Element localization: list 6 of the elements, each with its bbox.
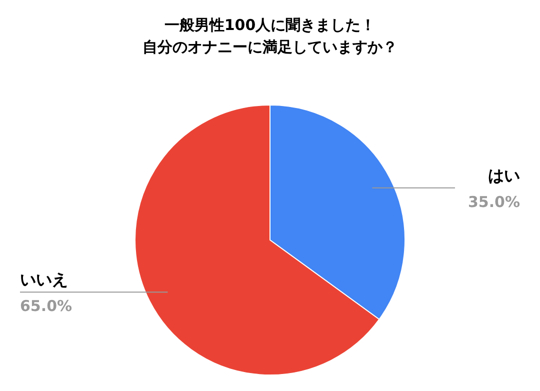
slice-label: いいえ	[20, 270, 68, 290]
slice-label: はい	[488, 166, 520, 185]
data-label: 35.0%	[468, 192, 520, 211]
chart-title: 一般男性100人に聞きました！	[164, 16, 376, 34]
data-label: 65.0%	[20, 297, 72, 316]
chart-subtitle: 自分のオナニーに満足していますか？	[142, 38, 398, 56]
